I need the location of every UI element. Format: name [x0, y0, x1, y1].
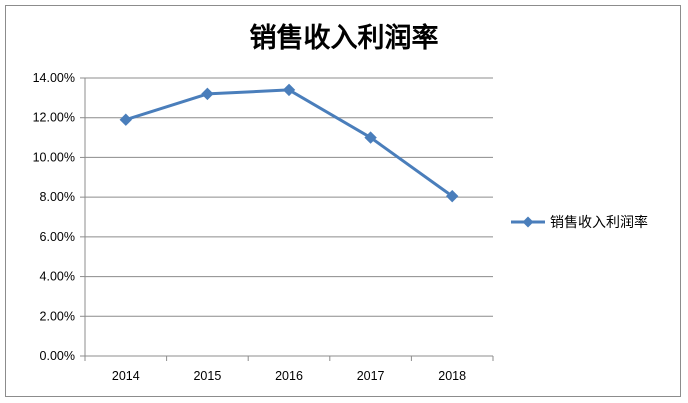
legend-swatch-marker — [522, 216, 534, 228]
y-tick-label: 8.00% — [40, 190, 75, 204]
chart-title: 销售收入利润率 — [249, 23, 439, 54]
data-point-marker — [119, 113, 133, 126]
y-tick-label: 6.00% — [40, 230, 75, 244]
data-point-marker — [445, 189, 459, 203]
y-tick-label: 10.00% — [33, 150, 75, 164]
y-tick-label: 0.00% — [40, 349, 75, 363]
series-line — [125, 88, 454, 198]
x-tick-label: 2014 — [112, 369, 140, 383]
data-point-marker — [364, 131, 377, 144]
x-tick-label: 2015 — [193, 369, 221, 383]
data-point-marker — [201, 87, 214, 101]
x-tick-label: 2017 — [357, 369, 385, 383]
legend-label: 销售收入利润率 — [550, 214, 648, 231]
y-tick-label: 14.00% — [33, 71, 75, 85]
y-tick-label: 12.00% — [33, 111, 75, 125]
y-tick-label: 2.00% — [40, 309, 75, 323]
x-tick-label: 2016 — [275, 369, 303, 383]
chart-frame — [5, 5, 681, 397]
data-point-marker — [282, 83, 296, 97]
x-tick-label: 2018 — [438, 369, 466, 383]
y-tick-label: 4.00% — [40, 270, 75, 284]
